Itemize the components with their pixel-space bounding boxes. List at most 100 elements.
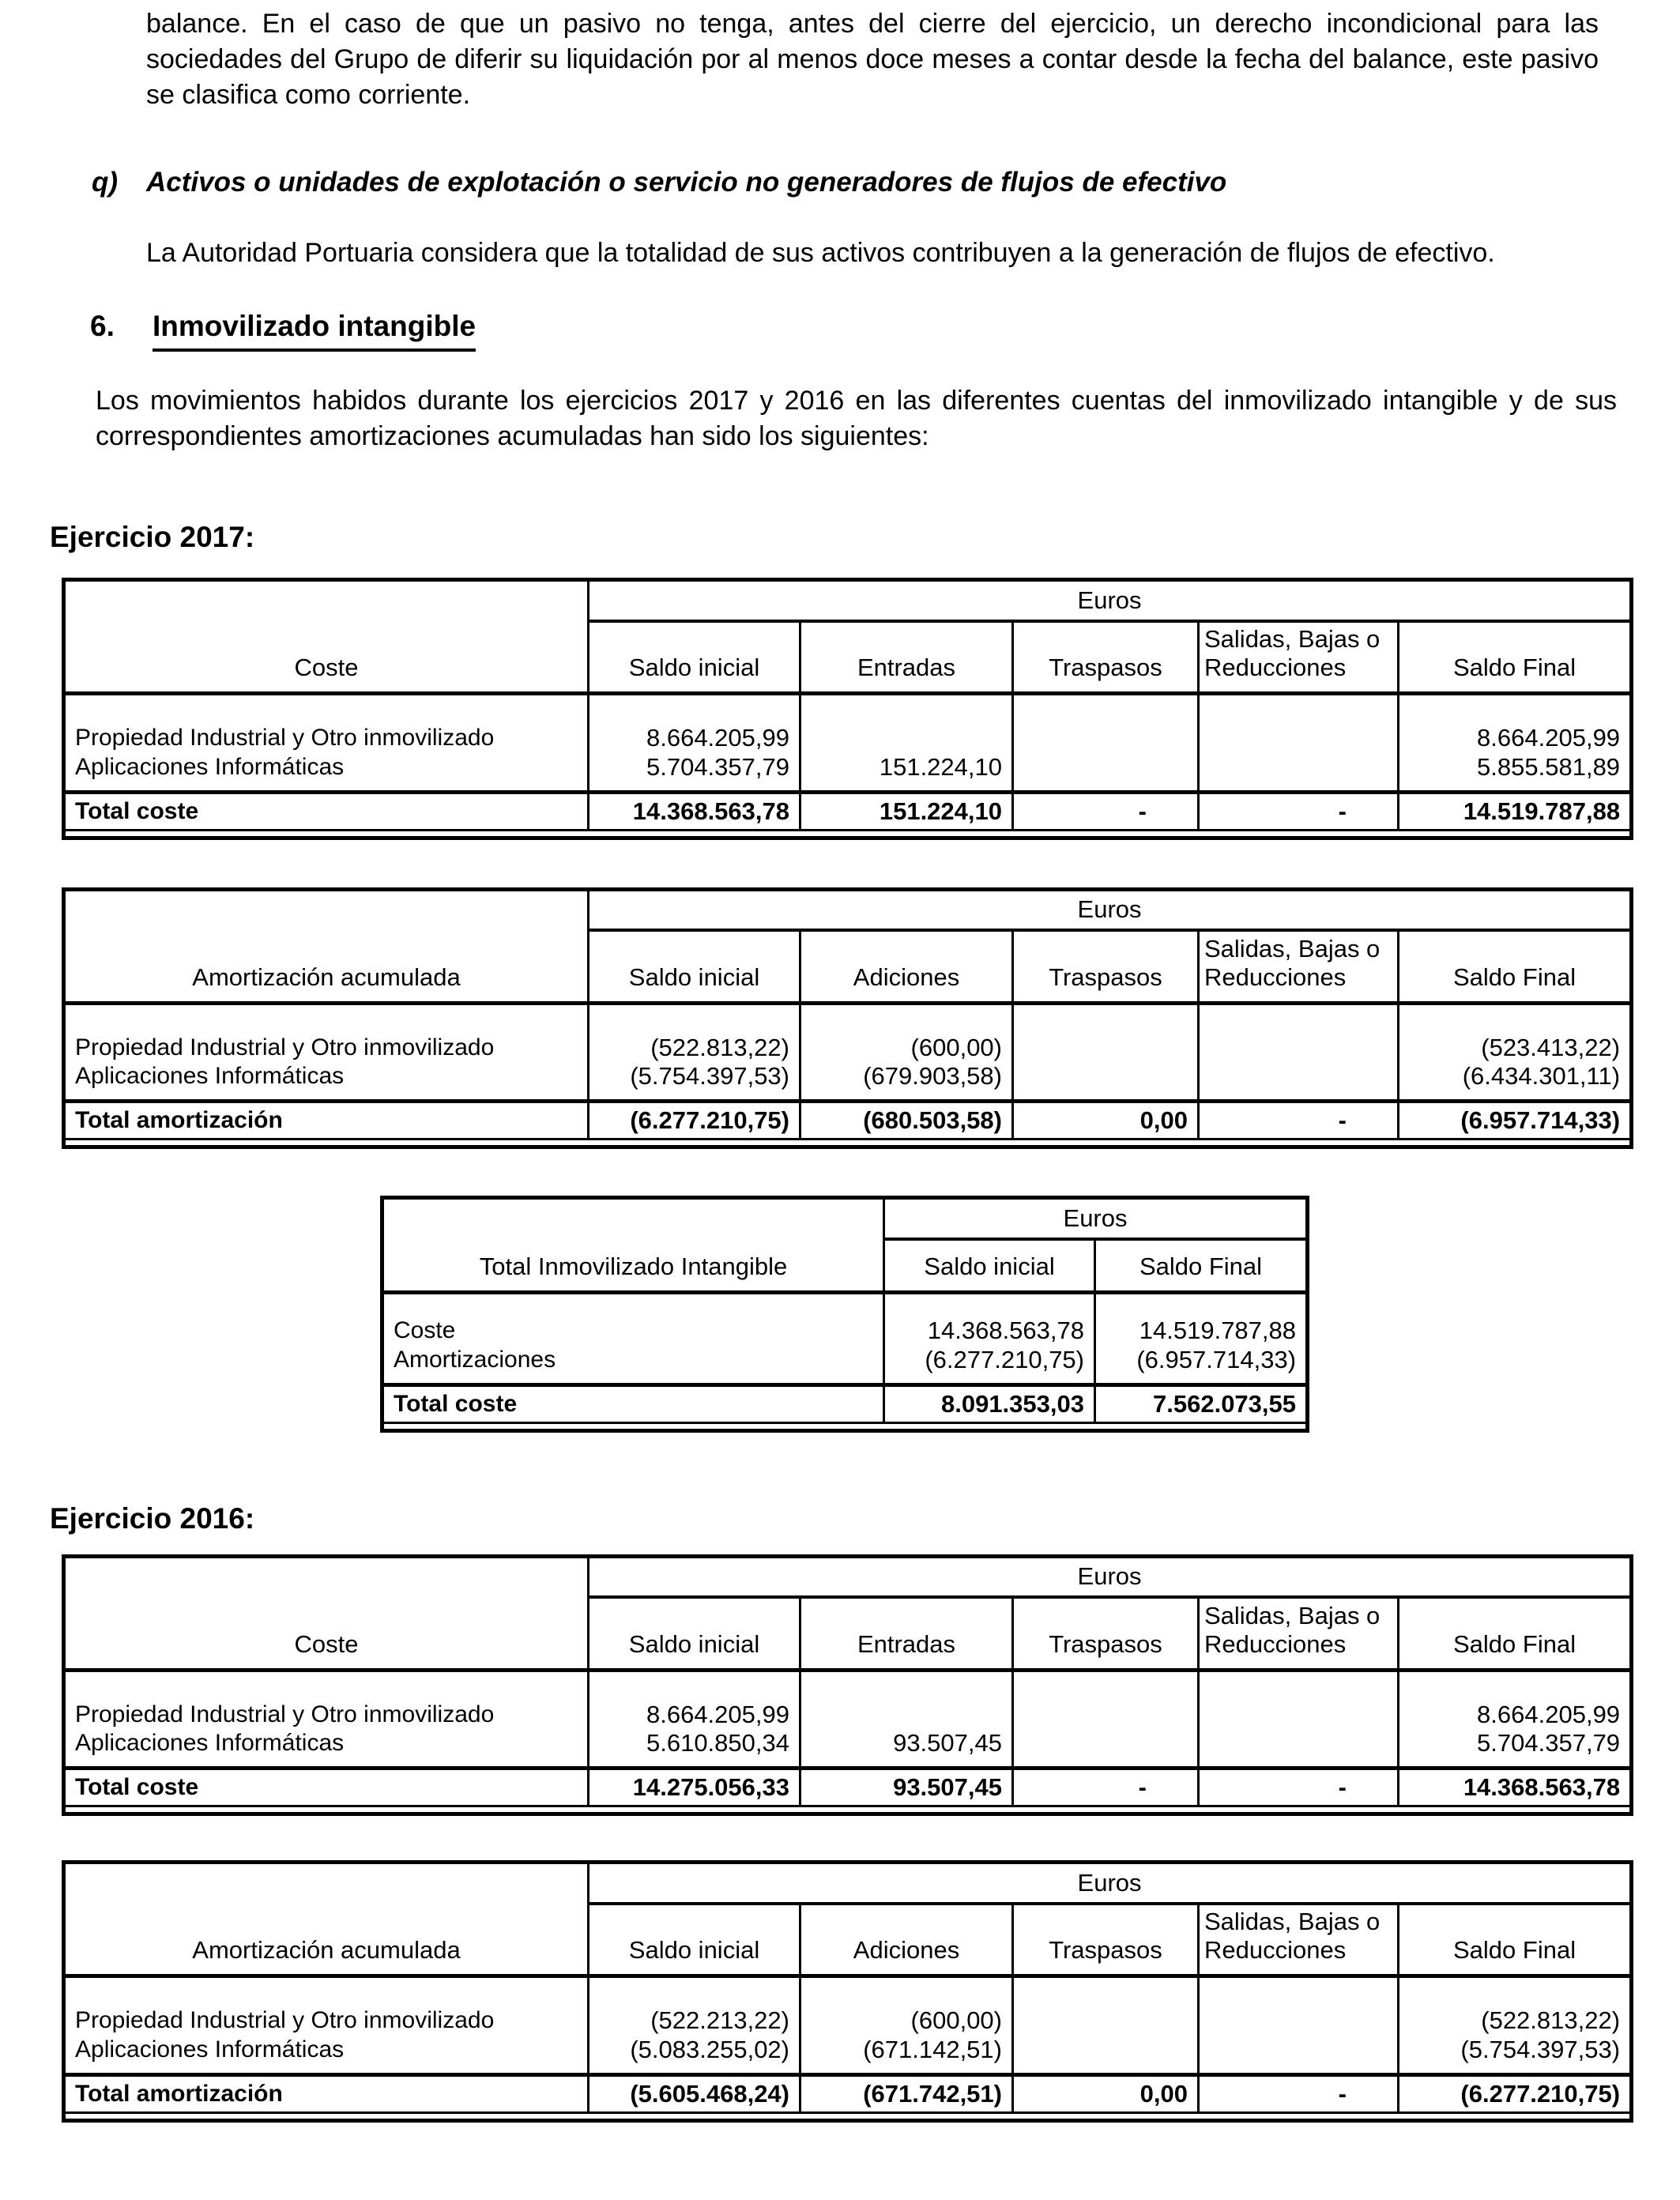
total-value: 14.275.056,33 <box>587 1768 800 1806</box>
column-header: Traspasos <box>1011 1597 1199 1670</box>
cell-value: (671.142,51) <box>799 2035 1013 2074</box>
cell-value <box>1197 693 1399 752</box>
column-header: Salidas, Bajas o Reducciones <box>1197 620 1399 694</box>
subsection-q-heading: q) Activos o unidades de explotación o s… <box>92 164 1599 202</box>
cell-value: 5.855.581,89 <box>1396 752 1632 792</box>
table-row <box>64 2112 1632 2120</box>
cell-value <box>1011 1728 1199 1769</box>
cell-value <box>1197 752 1399 792</box>
cell-value: (522.813,22) <box>1396 1976 1632 2035</box>
cell-value: 8.664.205,99 <box>1396 693 1632 752</box>
table-row: Coste Euros <box>63 579 1632 695</box>
cell-value: (6.434.301,11) <box>1396 1061 1632 1102</box>
cell-value <box>1197 1003 1399 1062</box>
total-value: 151.224,10 <box>799 792 1013 830</box>
total-label: Total coste <box>62 1768 589 1806</box>
cell-value <box>1197 1976 1399 2035</box>
table-row: Propiedad Industrial y Otro inmovilizado… <box>62 693 1632 752</box>
cell-value: 14.368.563,78 <box>883 1292 1095 1345</box>
total-value: (6.277.210,75) <box>1396 2074 1632 2112</box>
row-label: Propiedad Industrial y Otro inmovilizado <box>62 1976 589 2035</box>
column-header: Salidas, Bajas o Reducciones <box>1197 930 1399 1003</box>
subsection-q-marker: q) <box>92 167 119 198</box>
column-header-coste: Coste <box>63 579 590 695</box>
table-amortizacion-2017: Amortización acumulada Euros Saldo inici… <box>62 887 1634 1149</box>
row-label: Amortizaciones <box>381 1345 884 1384</box>
total-label: Total coste <box>62 792 589 830</box>
row-label: Propiedad Industrial y Otro inmovilizado <box>62 1003 589 1062</box>
total-value: - <box>1197 792 1399 830</box>
table-amortizacion-2016: Amortización acumulada Euros Saldo inici… <box>62 1860 1634 2123</box>
cell-value: (5.083.255,02) <box>587 2035 800 2074</box>
total-value: 7.562.073,55 <box>1093 1384 1308 1422</box>
table-row: Aplicaciones Informáticas (5.754.397,53)… <box>62 1061 1632 1102</box>
table-row: Saldo inicial Entradas Traspasos Salidas… <box>63 620 1632 694</box>
column-header: Saldo inicial <box>587 930 800 1003</box>
total-label: Total amortización <box>62 1101 589 1140</box>
column-header-amortizacion: Amortización acumulada <box>63 1862 590 1978</box>
total-value: 14.368.563,78 <box>1396 1768 1632 1806</box>
total-value: 14.368.563,78 <box>587 792 800 830</box>
paragraph-autoridad: La Autoridad Portuaria considera que la … <box>146 238 1495 268</box>
cell-value <box>1197 1728 1399 1769</box>
cell-value: 93.507,45 <box>799 1728 1013 1769</box>
paragraph-movimientos: Los movimientos habidos durante los ejer… <box>96 386 1617 451</box>
table-row <box>382 1422 1308 1430</box>
table-row: Saldo inicial Entradas Traspasos Salidas… <box>63 1597 1632 1670</box>
cell-value <box>1011 752 1199 792</box>
cell-value: (6.957.714,33) <box>1093 1345 1308 1384</box>
cell-value: (5.754.397,53) <box>587 1061 800 1102</box>
column-header: Saldo inicial <box>587 620 800 694</box>
total-value: - <box>1011 792 1199 830</box>
table-total-row: Total amortización (6.277.210,75) (680.5… <box>62 1101 1632 1140</box>
row-label: Propiedad Industrial y Otro inmovilizado <box>62 693 589 752</box>
column-header: Salidas, Bajas o Reducciones <box>1197 1903 1399 1976</box>
table-row: Aplicaciones Informáticas 5.704.357,79 1… <box>62 752 1632 792</box>
column-header: Salidas, Bajas o Reducciones <box>1197 1597 1399 1670</box>
table-row: Aplicaciones Informáticas 5.610.850,34 9… <box>62 1728 1632 1769</box>
cell-value: (6.277.210,75) <box>883 1345 1095 1384</box>
cell-value: (522.813,22) <box>587 1003 800 1062</box>
column-header: Saldo Final <box>1396 1597 1632 1670</box>
total-label: Total coste <box>381 1384 884 1422</box>
row-label: Propiedad Industrial y Otro inmovilizado <box>62 1670 589 1729</box>
row-label: Coste <box>381 1292 884 1345</box>
cell-value <box>799 693 1013 752</box>
table-row <box>64 1806 1632 1814</box>
paragraph-balance: balance. En el caso de que un pasivo no … <box>146 9 1599 110</box>
row-label: Aplicaciones Informáticas <box>62 1728 589 1769</box>
column-header-coste: Coste <box>63 1556 590 1672</box>
table-row: Amortización acumulada Euros <box>63 1862 1632 1978</box>
column-header: Adiciones <box>799 930 1013 1003</box>
column-header: Saldo inicial <box>883 1238 1095 1293</box>
cell-value <box>1197 1061 1399 1102</box>
total-value: (6.277.210,75) <box>587 1101 800 1140</box>
cell-value <box>1197 1670 1399 1729</box>
cell-value: 8.664.205,99 <box>587 1670 800 1729</box>
cell-value: (523.413,22) <box>1396 1003 1632 1062</box>
total-value: - <box>1197 2074 1399 2112</box>
total-value: 0,00 <box>1011 1101 1199 1140</box>
table-row: Aplicaciones Informáticas (5.083.255,02)… <box>62 2035 1632 2074</box>
section-6-heading: 6. Inmovilizado intangible <box>90 307 1680 352</box>
table-row: Propiedad Industrial y Otro inmovilizado… <box>62 1976 1632 2035</box>
column-header: Entradas <box>799 1597 1013 1670</box>
cell-value: 14.519.787,88 <box>1093 1292 1308 1345</box>
cell-value: 5.610.850,34 <box>587 1728 800 1769</box>
heading-ejercicio-2017: Ejercicio 2017: <box>50 521 255 553</box>
total-value: (6.957.714,33) <box>1396 1101 1632 1140</box>
column-header: Saldo Final <box>1396 1903 1632 1976</box>
table-row: Propiedad Industrial y Otro inmovilizado… <box>62 1003 1632 1062</box>
row-label: Aplicaciones Informáticas <box>62 752 589 792</box>
section-6-number: 6. <box>90 310 115 342</box>
cell-value: 8.664.205,99 <box>587 693 800 752</box>
column-header: Saldo inicial <box>587 1597 800 1670</box>
total-value: - <box>1197 1768 1399 1806</box>
section-6-title: Inmovilizado intangible <box>153 307 477 352</box>
column-header: Entradas <box>799 620 1013 694</box>
euros-group-header: Euros <box>588 579 1632 623</box>
table-coste-2016: Coste Euros Saldo inicial Entradas Trasp… <box>62 1554 1634 1816</box>
cell-value: (5.754.397,53) <box>1396 2035 1632 2074</box>
table-total-inmovilizado-2017: Total Inmovilizado Intangible Euros Sald… <box>380 1196 1310 1433</box>
column-header: Adiciones <box>799 1903 1013 1976</box>
